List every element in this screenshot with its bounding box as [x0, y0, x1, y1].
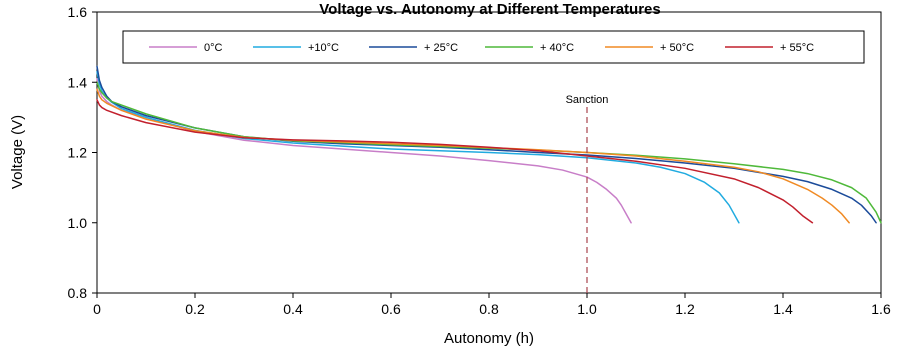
x-tick-label: 0 — [93, 301, 101, 317]
y-tick-label: 1.6 — [68, 4, 88, 20]
x-tick-label: 1.0 — [577, 301, 597, 317]
legend-label: +10°C — [308, 42, 339, 54]
x-axis: 0 0.2 0.4 0.6 0.8 1.0 1.2 1.4 1.6 — [93, 293, 891, 317]
x-tick-label: 0.8 — [479, 301, 499, 317]
y-axis-label: Voltage (V) — [9, 115, 26, 189]
legend-label: + 25°C — [424, 42, 458, 54]
series-line-3 — [96, 81, 882, 224]
x-tick-label: 1.2 — [675, 301, 695, 317]
plot-area: Sanction 0°C +10°C + 25°C + 40°C + 50°C + 55°… — [96, 11, 882, 294]
x-tick-label: 1.6 — [871, 301, 891, 317]
y-axis: 0.8 1.0 1.2 1.4 1.6 — [68, 4, 97, 301]
legend-label: + 40°C — [540, 42, 574, 54]
y-tick-label: 1.2 — [68, 145, 88, 161]
series-line-1 — [96, 70, 740, 224]
legend: 0°C +10°C + 25°C + 40°C + 50°C + 55°C — [122, 30, 865, 64]
x-tick-label: 0.6 — [381, 301, 401, 317]
sanction-annotation: Sanction — [566, 94, 609, 293]
legend-label: 0°C — [204, 42, 223, 54]
x-tick-label: 1.4 — [773, 301, 793, 317]
y-tick-label: 1.0 — [68, 215, 88, 231]
legend-label: + 55°C — [780, 42, 814, 54]
legend-label: + 50°C — [660, 42, 694, 54]
x-axis-label: Autonomy (h) — [444, 330, 534, 347]
series-line-2 — [96, 65, 877, 224]
legend-items: 0°C +10°C + 25°C + 40°C + 50°C + 55°C — [149, 42, 814, 54]
series-line-5 — [96, 99, 814, 224]
x-tick-label: 0.2 — [185, 301, 205, 317]
series-line-0 — [96, 77, 632, 224]
sanction-label: Sanction — [566, 94, 609, 106]
y-tick-label: 0.8 — [68, 285, 88, 301]
chart-title: Voltage vs. Autonomy at Different Temper… — [319, 1, 660, 18]
x-tick-label: 0.4 — [283, 301, 303, 317]
series-lines — [96, 65, 882, 224]
y-tick-label: 1.4 — [68, 74, 88, 90]
series-line-4 — [96, 88, 850, 224]
